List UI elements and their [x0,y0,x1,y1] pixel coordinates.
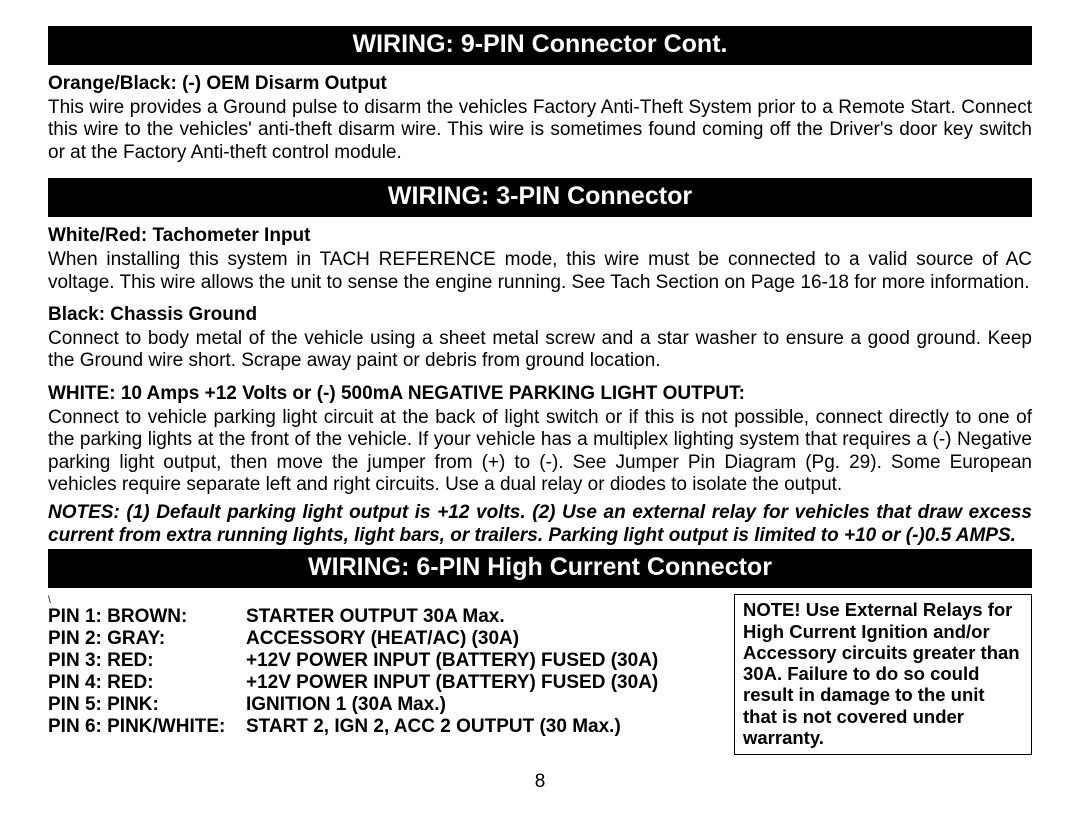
pin-row: PIN 5: PINK: IGNITION 1 (30A Max.) [48,694,706,716]
document-page: WIRING: 9-PIN Connector Cont. Orange/Bla… [0,0,1080,834]
pin-label: PIN 6: PINK/WHITE: [48,716,246,738]
wire-block-white-parking: WHITE: 10 Amps +12 Volts or (-) 500mA NE… [48,383,1032,497]
wire-body: This wire provides a Ground pulse to dis… [48,97,1032,164]
wire-block-white-red: White/Red: Tachometer Input When install… [48,225,1032,294]
wire-body: Connect to body metal of the vehicle usi… [48,328,1032,373]
warranty-note-box: NOTE! Use External Relays for High Curre… [734,594,1032,755]
stray-mark: \ [48,596,706,606]
pin-row: PIN 4: RED: +12V POWER INPUT (BATTERY) F… [48,672,706,694]
wire-block-black-ground: Black: Chassis Ground Connect to body me… [48,304,1032,373]
pin-row: PIN 1: BROWN: STARTER OUTPUT 30A Max. [48,606,706,628]
pin-row: PIN 2: GRAY: ACCESSORY (HEAT/AC) (30A) [48,628,706,650]
wire-label: Black: Chassis Ground [48,304,1032,326]
wire-label: Orange/Black: (-) OEM Disarm Output [48,73,1032,95]
notes-italic: NOTES: (1) Default parking light output … [48,502,1032,547]
pin-row: PIN 3: RED: +12V POWER INPUT (BATTERY) F… [48,650,706,672]
six-pin-area: \ PIN 1: BROWN: STARTER OUTPUT 30A Max. … [48,596,1032,755]
wire-body: Connect to vehicle parking light circuit… [48,407,1032,497]
pin-desc: START 2, IGN 2, ACC 2 OUTPUT (30 Max.) [246,716,706,738]
section-header-3pin: WIRING: 3-PIN Connector [48,178,1032,217]
pin-row: PIN 6: PINK/WHITE: START 2, IGN 2, ACC 2… [48,716,706,738]
pin-desc: IGNITION 1 (30A Max.) [246,694,706,716]
section-header-9pin-cont: WIRING: 9-PIN Connector Cont. [48,26,1032,65]
pin-list: PIN 1: BROWN: STARTER OUTPUT 30A Max. PI… [48,606,706,738]
pin-label: PIN 3: RED: [48,650,246,672]
pin-label: PIN 5: PINK: [48,694,246,716]
pin-desc: +12V POWER INPUT (BATTERY) FUSED (30A) [246,650,706,672]
wire-body: When installing this system in TACH REFE… [48,249,1032,294]
pin-label: PIN 2: GRAY: [48,628,246,650]
page-number: 8 [48,771,1032,793]
wire-label: WHITE: 10 Amps +12 Volts or (-) 500mA NE… [48,383,1032,405]
wire-block-orange-black: Orange/Black: (-) OEM Disarm Output This… [48,73,1032,164]
wire-label: White/Red: Tachometer Input [48,225,1032,247]
pin-desc: +12V POWER INPUT (BATTERY) FUSED (30A) [246,672,706,694]
section-header-6pin: WIRING: 6-PIN High Current Connector [48,549,1032,588]
pin-desc: STARTER OUTPUT 30A Max. [246,606,706,628]
pin-desc: ACCESSORY (HEAT/AC) (30A) [246,628,706,650]
pin-label: PIN 4: RED: [48,672,246,694]
pin-label: PIN 1: BROWN: [48,606,246,628]
